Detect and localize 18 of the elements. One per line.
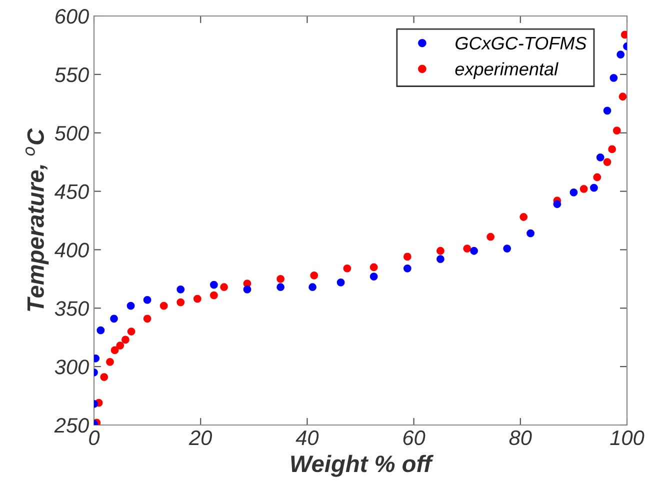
y-tick-label: 400 <box>54 242 89 258</box>
legend-label: GCxGC-TOFMS <box>456 36 587 50</box>
x-tick-label: 80 <box>509 430 532 446</box>
x-tick-label: 100 <box>610 430 644 446</box>
y-tick-label: 600 <box>56 9 89 24</box>
y-tick-label: 350 <box>54 301 89 316</box>
x-tick-label: 60 <box>403 430 426 446</box>
x-tick-label: 0 <box>89 430 100 446</box>
y-tick-label: 500 <box>54 126 89 141</box>
y-axis-title: Temperature, $^{o}$C <box>25 128 49 312</box>
x-tick-label: 40 <box>296 430 319 446</box>
legend-label: experimental <box>455 62 558 80</box>
y-tick-label: 300 <box>54 360 89 374</box>
y-tick-label: 450 <box>54 184 89 200</box>
x-tick-label: 20 <box>188 430 212 446</box>
y-tick-label: 250 <box>54 418 89 433</box>
x-axis-title: Weight % off <box>291 454 434 477</box>
y-tick-label: 550 <box>54 67 89 82</box>
